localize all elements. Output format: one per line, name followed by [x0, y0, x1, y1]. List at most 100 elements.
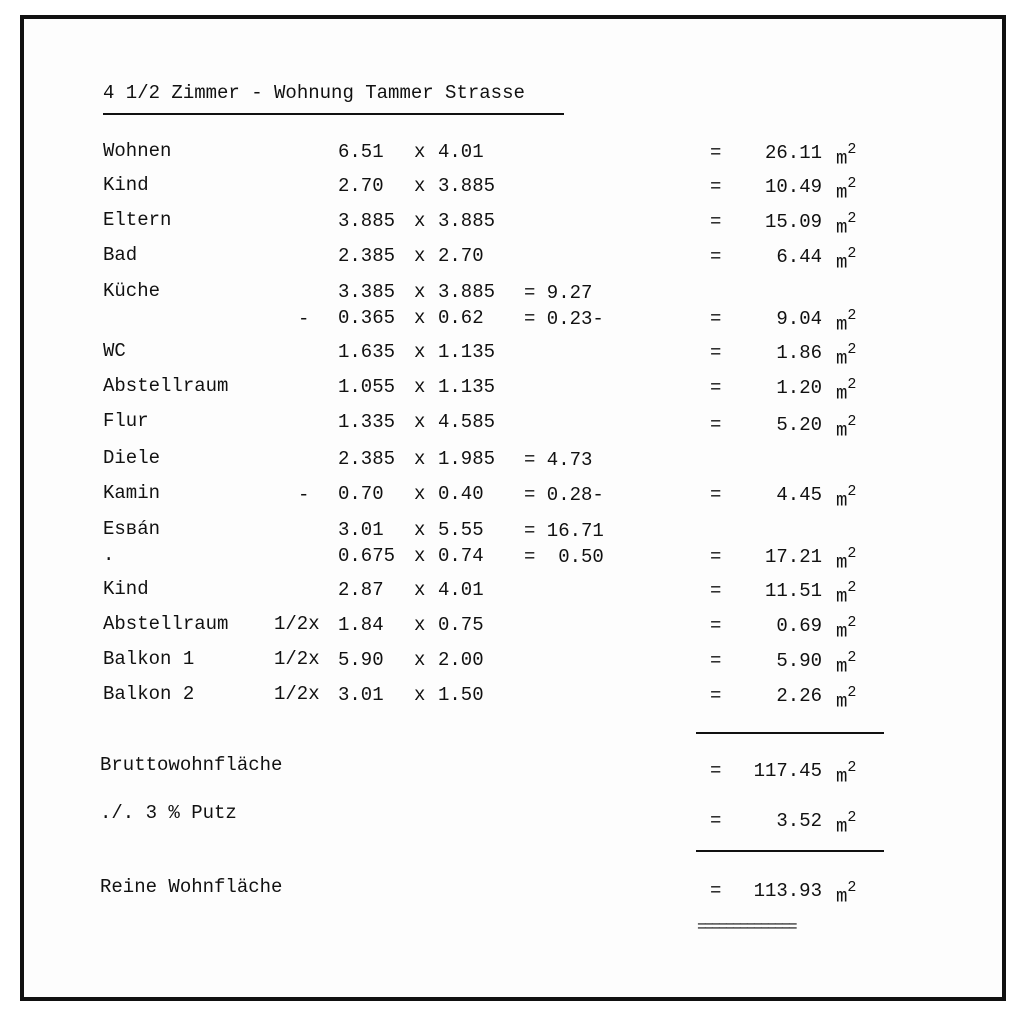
- row-subresult: = 16.71: [524, 520, 604, 542]
- row-width: 3.885: [438, 281, 496, 303]
- total-result: 117.45: [753, 760, 822, 782]
- row-label: .: [103, 544, 115, 566]
- total-unit: m2: [836, 759, 857, 788]
- row-prefix: 1/2x: [274, 683, 320, 705]
- row-width: 2.70: [438, 245, 484, 267]
- row-label: Diele: [103, 447, 161, 469]
- row-equals: =: [710, 546, 722, 568]
- total-line: [696, 850, 884, 852]
- row-length: 0.365: [338, 307, 396, 329]
- row-label: Küche: [103, 280, 161, 302]
- row-equals: =: [710, 377, 722, 399]
- row-length: 1.335: [338, 411, 396, 433]
- row-length: 6.51: [338, 141, 384, 163]
- row-width: 4.01: [438, 141, 484, 163]
- row-label: Kind: [103, 578, 149, 600]
- row-equals: =: [710, 211, 722, 233]
- row-result: 15.09: [764, 211, 822, 233]
- row-length: 1.84: [338, 614, 384, 636]
- row-times-sign: x: [414, 579, 426, 601]
- row-unit: m2: [836, 175, 857, 204]
- row-result: 26.11: [764, 142, 822, 164]
- row-unit: m2: [836, 245, 857, 274]
- row-length: 3.885: [338, 210, 396, 232]
- row-width: 4.585: [438, 411, 496, 433]
- row-length: 5.90: [338, 649, 384, 671]
- row-equals: =: [710, 342, 722, 364]
- row-width: 5.55: [438, 519, 484, 541]
- row-length: 0.70: [338, 483, 384, 505]
- row-times-sign: x: [414, 376, 426, 398]
- row-times-sign: x: [414, 245, 426, 267]
- row-times-sign: x: [414, 307, 426, 329]
- row-result: 9.04: [776, 308, 822, 330]
- row-equals: =: [710, 142, 722, 164]
- total-result: 3.52: [776, 810, 822, 832]
- total-equals: =: [710, 810, 722, 832]
- total-label: Reine Wohnfläche: [100, 876, 283, 898]
- row-times-sign: x: [414, 519, 426, 541]
- row-length: 2.385: [338, 448, 396, 470]
- row-label: Eltern: [103, 209, 172, 231]
- row-equals: =: [710, 650, 722, 672]
- row-result: 0.69: [776, 615, 822, 637]
- row-unit: m2: [836, 141, 857, 170]
- row-unit: m2: [836, 307, 857, 336]
- subtotal-line: [696, 732, 884, 734]
- row-result: 4.45: [776, 484, 822, 506]
- row-label: WC: [103, 340, 126, 362]
- row-unit: m2: [836, 545, 857, 574]
- row-times-sign: x: [414, 341, 426, 363]
- row-prefix: 1/2x: [274, 613, 320, 635]
- row-length: 2.385: [338, 245, 396, 267]
- row-length: 3.01: [338, 519, 384, 541]
- row-equals: =: [710, 580, 722, 602]
- total-result: 113.93: [753, 880, 822, 902]
- row-unit: m2: [836, 376, 857, 405]
- row-equals: =: [710, 484, 722, 506]
- row-prefix: 1/2x: [274, 648, 320, 670]
- row-unit: m2: [836, 210, 857, 239]
- row-unit: m2: [836, 684, 857, 713]
- row-result: 5.20: [776, 414, 822, 436]
- row-result: 1.20: [776, 377, 822, 399]
- row-result: 6.44: [776, 246, 822, 268]
- row-label: Balkon 1: [103, 648, 195, 670]
- row-label: Abstellraum: [103, 375, 229, 397]
- row-result: 11.51: [764, 580, 822, 602]
- row-unit: m2: [836, 413, 857, 442]
- row-equals: =: [710, 615, 722, 637]
- document-page: [20, 15, 1006, 1001]
- row-unit: m2: [836, 341, 857, 370]
- row-times-sign: x: [414, 684, 426, 706]
- row-length: 0.675: [338, 545, 396, 567]
- row-unit: m2: [836, 649, 857, 678]
- row-subresult: = 0.28-: [524, 484, 604, 506]
- row-width: 0.75: [438, 614, 484, 636]
- row-label: Flur: [103, 410, 149, 432]
- row-label: Esвán: [103, 518, 161, 540]
- total-unit: m2: [836, 809, 857, 838]
- row-width: 2.00: [438, 649, 484, 671]
- row-length: 1.055: [338, 376, 396, 398]
- row-prefix: -: [298, 484, 310, 506]
- row-times-sign: x: [414, 175, 426, 197]
- row-result: 17.21: [764, 546, 822, 568]
- row-times-sign: x: [414, 483, 426, 505]
- row-length: 3.01: [338, 684, 384, 706]
- row-times-sign: x: [414, 141, 426, 163]
- row-label: Wohnen: [103, 140, 172, 162]
- double-underline: ==============: [697, 918, 798, 936]
- row-width: 1.50: [438, 684, 484, 706]
- row-length: 2.70: [338, 175, 384, 197]
- row-times-sign: x: [414, 411, 426, 433]
- row-label: Bad: [103, 244, 138, 266]
- row-result: 10.49: [764, 176, 822, 198]
- row-label: Abstellraum: [103, 613, 229, 635]
- row-width: 4.01: [438, 579, 484, 601]
- row-equals: =: [710, 685, 722, 707]
- row-result: 1.86: [776, 342, 822, 364]
- row-result: 2.26: [776, 685, 822, 707]
- row-width: 1.985: [438, 448, 496, 470]
- row-width: 0.74: [438, 545, 484, 567]
